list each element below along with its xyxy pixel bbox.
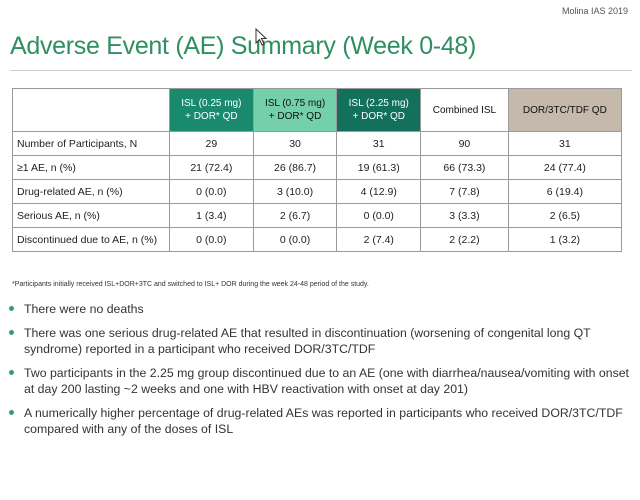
header-isl-225: ISL (2.25 mg) + DOR* QD [336, 88, 422, 132]
bullet-list: There were no deaths There was one serio… [6, 301, 634, 445]
table-cell: 31 [336, 131, 422, 156]
table-cell: 0 (0.0) [169, 227, 254, 252]
row-label: ≥1 AE, n (%) [12, 155, 170, 180]
header-dor-3tc-tdf: DOR/3TC/TDF QD [507, 88, 623, 132]
header-line: ISL (2.25 mg) [348, 98, 409, 109]
slide-title: Adverse Event (AE) Summary (Week 0-48) [10, 32, 477, 60]
table-cell: 2 (6.5) [507, 203, 623, 228]
table-cell: 31 [507, 131, 623, 156]
table-row: Number of Participants, N 29 30 31 90 31 [12, 131, 623, 156]
row-label: Discontinued due to AE, n (%) [12, 227, 170, 252]
header-line: DOR/3TC/TDF QD [522, 104, 607, 116]
table-footnote: *Participants initially received ISL+DOR… [12, 281, 369, 288]
table-cell: 6 (19.4) [507, 179, 623, 204]
row-label: Serious AE, n (%) [12, 203, 170, 228]
table-cell: 30 [252, 131, 338, 156]
bullet-text: There were no deaths [24, 302, 144, 316]
table-cell: 24 (77.4) [507, 155, 623, 180]
table-cell: 0 (0.0) [169, 179, 254, 204]
bullet-item: Two participants in the 2.25 mg group di… [6, 365, 634, 397]
header-isl-075: ISL (0.75 mg) + DOR* QD [252, 88, 338, 132]
header-line: Combined ISL [432, 104, 497, 116]
table-cell: 2 (6.7) [252, 203, 338, 228]
table-cell: 2 (7.4) [336, 227, 422, 252]
mouse-cursor-icon [255, 28, 267, 46]
row-label: Drug-related AE, n (%) [12, 179, 170, 204]
table-cell: 3 (3.3) [420, 203, 509, 228]
table-row: Drug-related AE, n (%) 0 (0.0) 3 (10.0) … [12, 179, 623, 204]
header-line: ISL (0.25 mg) [181, 98, 242, 109]
adverse-event-table: ISL (0.25 mg) + DOR* QD ISL (0.75 mg) + … [12, 88, 623, 252]
header-line: ISL (0.75 mg) [264, 98, 326, 109]
bullet-item: A numerically higher percentage of drug-… [6, 405, 634, 437]
bullet-dot-icon [9, 370, 14, 375]
bullet-dot-icon [9, 330, 14, 335]
table-row: ≥1 AE, n (%) 21 (72.4) 26 (86.7) 19 (61.… [12, 155, 623, 180]
table-row: Discontinued due to AE, n (%) 0 (0.0) 0 … [12, 227, 623, 252]
table-cell: 7 (7.8) [420, 179, 509, 204]
header-isl-025: ISL (0.25 mg) + DOR* QD [169, 88, 254, 132]
table-cell: 1 (3.4) [169, 203, 254, 228]
header-combined-isl: Combined ISL [420, 88, 509, 132]
table-cell: 1 (3.2) [507, 227, 623, 252]
header-line: + DOR* QD [268, 111, 322, 122]
table-cell: 19 (61.3) [336, 155, 422, 180]
title-divider [10, 70, 632, 71]
table-cell: 90 [420, 131, 509, 156]
presenter-tag: Molina IAS 2019 [561, 6, 628, 16]
header-line: + DOR* QD [352, 111, 406, 122]
table-cell: 4 (12.9) [336, 179, 422, 204]
table-cell: 21 (72.4) [169, 155, 254, 180]
table-header-row: ISL (0.25 mg) + DOR* QD ISL (0.75 mg) + … [12, 88, 623, 132]
bullet-text: Two participants in the 2.25 mg group di… [24, 366, 629, 396]
table-cell: 26 (86.7) [252, 155, 338, 180]
table-cell: 0 (0.0) [252, 227, 338, 252]
bullet-item: There was one serious drug-related AE th… [6, 325, 634, 357]
table-cell: 66 (73.3) [420, 155, 509, 180]
table-cell: 2 (2.2) [420, 227, 509, 252]
table-cell: 29 [169, 131, 254, 156]
header-line: + DOR* QD [185, 111, 238, 122]
table-cell: 3 (10.0) [252, 179, 338, 204]
row-label: Number of Participants, N [12, 131, 170, 156]
bullet-dot-icon [9, 410, 14, 415]
bullet-text: There was one serious drug-related AE th… [24, 326, 591, 356]
table-row: Serious AE, n (%) 1 (3.4) 2 (6.7) 0 (0.0… [12, 203, 623, 228]
table-cell: 0 (0.0) [336, 203, 422, 228]
bullet-item: There were no deaths [6, 301, 634, 317]
bullet-text: A numerically higher percentage of drug-… [24, 406, 623, 436]
bullet-dot-icon [9, 306, 14, 311]
header-blank-cell [12, 88, 170, 132]
